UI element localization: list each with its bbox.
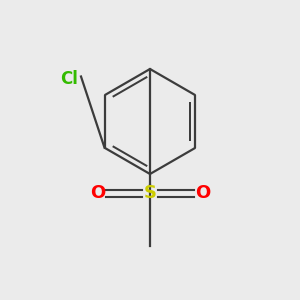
Text: S: S [143,184,157,202]
Text: Cl: Cl [60,70,78,88]
Text: O: O [195,184,210,202]
Text: O: O [90,184,105,202]
